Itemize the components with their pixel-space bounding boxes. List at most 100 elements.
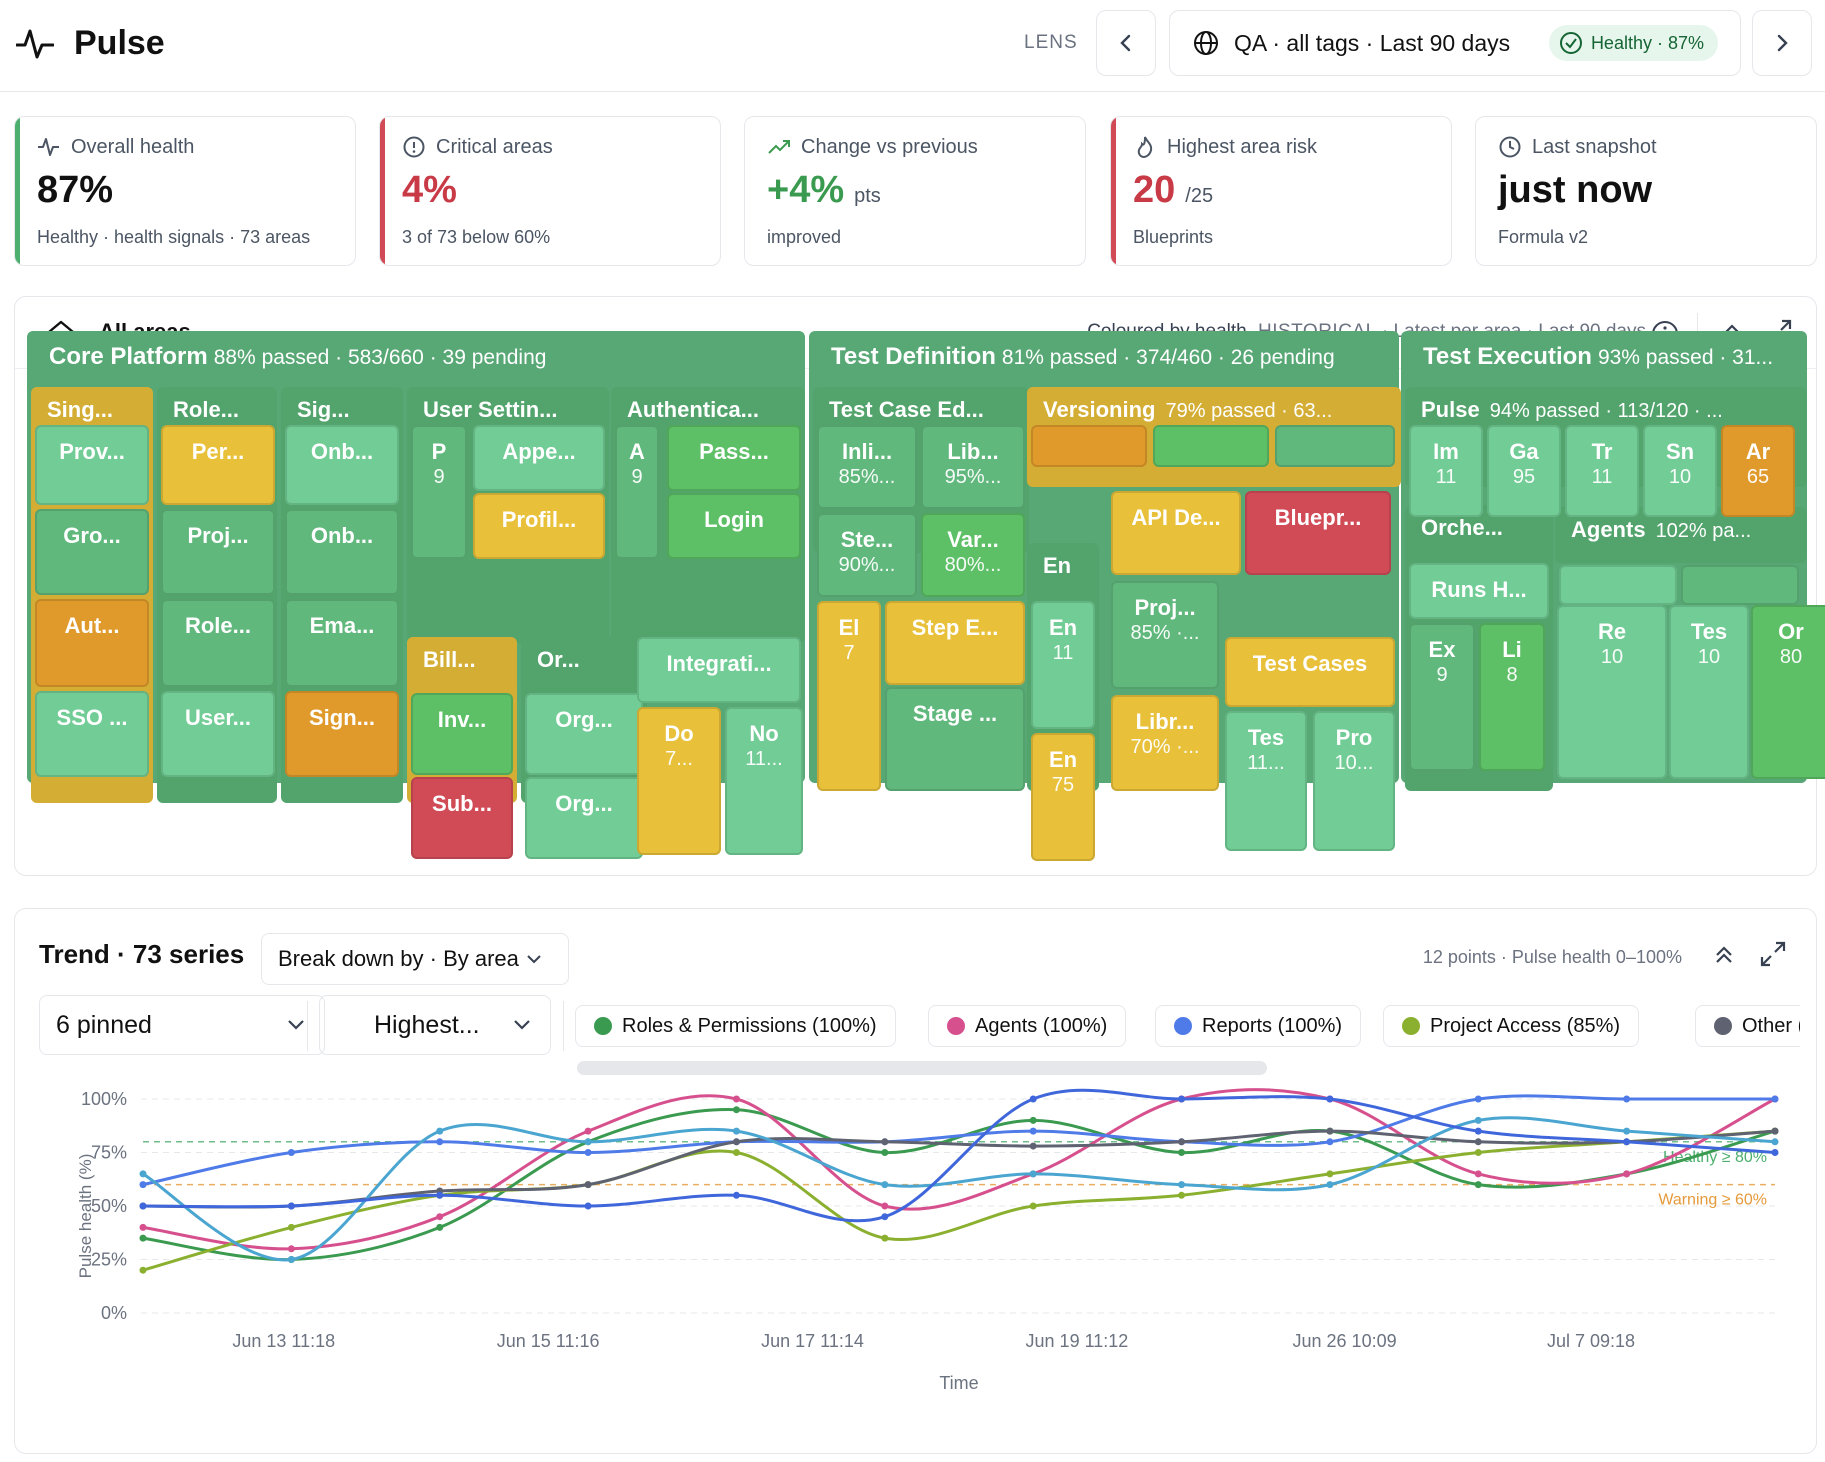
sort-select[interactable]: Highest...	[319, 995, 551, 1055]
cell-title: Per...	[191, 439, 245, 464]
series-chip[interactable]: Reports (100%)	[1155, 1005, 1362, 1047]
treemap-cell[interactable]: API De...	[1111, 491, 1241, 575]
treemap-cell[interactable]: Org...	[525, 693, 643, 775]
treemap-cell[interactable]: En 11	[1031, 601, 1095, 729]
treemap-cell[interactable]: Profil...	[473, 493, 605, 559]
treemap-cell[interactable]: Im 11	[1409, 425, 1483, 517]
treemap-cell[interactable]: Ex 9	[1409, 623, 1475, 771]
treemap-cell[interactable]: Pass...	[667, 425, 801, 491]
treemap-cell[interactable]: Test Cases	[1225, 637, 1395, 707]
treemap-cell[interactable]: Role...	[161, 599, 275, 687]
treemap-cell[interactable]: Re 10	[1557, 605, 1667, 779]
expand-icon[interactable]	[1758, 939, 1788, 969]
treemap-cell[interactable]: Per...	[161, 425, 275, 505]
treemap-cell[interactable]: Prov...	[35, 425, 149, 505]
breakdown-select[interactable]: Break down by · By area	[261, 933, 569, 985]
trend-chart: 0% 25% 50% 75% 100% Healthy ≥ 80% Warning ≥ 60…	[76, 1088, 1779, 1393]
cell-title: No	[749, 721, 779, 746]
pulse-icon	[16, 29, 54, 59]
pinned-select[interactable]: 6 pinned	[39, 995, 325, 1055]
treemap-cell[interactable]: Gro...	[35, 509, 149, 595]
treemap-cell[interactable]: Libr... 70% ·...	[1111, 695, 1219, 791]
data-point	[1029, 1170, 1037, 1178]
series-chip[interactable]: Agents (100%)	[928, 1005, 1127, 1047]
treemap-cell[interactable]: Org...	[525, 777, 643, 859]
treemap-cell[interactable]: Ste... 90%...	[817, 513, 917, 597]
prev-lens-button[interactable]	[1096, 10, 1156, 76]
y-tick-label: 25%	[91, 1250, 127, 1270]
cell-title: Bluepr...	[1274, 505, 1362, 530]
collapse-icon[interactable]	[1712, 943, 1736, 967]
treemap-cell[interactable]: Ar 65	[1721, 425, 1795, 517]
cell-title: Org...	[555, 791, 613, 816]
data-point	[1474, 1170, 1482, 1178]
treemap-cell[interactable]: Sn 10	[1643, 425, 1717, 517]
treemap-cell[interactable]: Sub...	[411, 777, 513, 859]
cell-title: Tes	[1690, 619, 1728, 644]
treemap-cell[interactable]: User...	[161, 691, 275, 777]
cell-title: User...	[184, 705, 252, 730]
treemap-cell[interactable]: El 7	[817, 601, 881, 791]
treemap-cell[interactable]: Ema...	[285, 599, 399, 687]
kpi-card[interactable]: Overall health 87% Healthy · health signal…	[14, 116, 356, 266]
treemap-cell[interactable]	[1559, 565, 1677, 605]
treemap-cell[interactable]: Proj... 85% ·...	[1111, 581, 1219, 689]
breakdown-label: Break down by · By area	[278, 946, 519, 971]
check-circle-icon	[1559, 32, 1582, 54]
treemap-cell[interactable]: Sign...	[285, 691, 399, 777]
treemap-cell[interactable]: Tes 10	[1669, 605, 1749, 779]
cell-subtitle: 65	[1746, 466, 1770, 489]
series-chip-label: Agents (100%)	[975, 1014, 1108, 1037]
treemap-cell[interactable]	[1681, 565, 1799, 605]
treemap-cell[interactable]: Runs H...	[1409, 563, 1549, 619]
treemap-cell[interactable]: Var... 80%...	[921, 513, 1025, 597]
treemap-cell[interactable]: Proj...	[161, 509, 275, 595]
treemap-cell[interactable]: Bluepr...	[1245, 491, 1391, 575]
treemap-cell[interactable]: Login	[667, 493, 801, 559]
treemap-cell[interactable]: Li 8	[1479, 623, 1545, 771]
treemap-cell[interactable]: Pro 10...	[1313, 711, 1395, 851]
treemap-cell[interactable]: Stage ...	[885, 687, 1025, 791]
subgroup-title: Or...	[537, 647, 580, 673]
treemap-cell[interactable]: Inli... 85%...	[817, 425, 917, 509]
treemap-cell[interactable]: Onb...	[285, 425, 399, 505]
data-point	[1474, 1116, 1482, 1124]
data-point	[1623, 1138, 1631, 1146]
treemap-cell[interactable]: Or 80	[1751, 605, 1825, 779]
treemap-cell[interactable]: Do 7...	[637, 707, 721, 855]
data-point	[1623, 1127, 1631, 1135]
treemap-cell[interactable]: Step E...	[885, 601, 1025, 685]
treemap-cell[interactable]: Aut...	[35, 599, 149, 687]
series-chip[interactable]: Roles & Permissions (100%)	[575, 1005, 896, 1047]
series-chip[interactable]: Other (weig	[1695, 1005, 1800, 1047]
treemap-cell[interactable]: No 11...	[725, 707, 803, 855]
kpi-card[interactable]: Highest area risk 20/25 Blueprints	[1110, 116, 1452, 266]
treemap-cell[interactable]: SSO ...	[35, 691, 149, 777]
series-chip[interactable]: Project Access (85%)	[1383, 1005, 1640, 1047]
treemap-cell[interactable]	[1153, 425, 1269, 467]
kpi-card[interactable]: Change vs previous +4% pts improved	[744, 116, 1086, 266]
kpi-value: +4% pts	[767, 169, 881, 212]
treemap-cell[interactable]	[1031, 425, 1147, 467]
series-color-dot	[1174, 1017, 1192, 1035]
treemap-cell[interactable]: Ga 95	[1487, 425, 1561, 517]
treemap-cell[interactable]: En 75	[1031, 733, 1095, 861]
treemap-cell[interactable]	[1275, 425, 1395, 467]
treemap-cell[interactable]: Appe...	[473, 425, 605, 491]
treemap-cell[interactable]: Lib... 95%...	[921, 425, 1025, 509]
kpi-card[interactable]: Last snapshot just now Formula v2	[1475, 116, 1817, 266]
cell-title: Step E...	[911, 615, 999, 640]
treemap-cell[interactable]: Onb...	[285, 509, 399, 595]
treemap-cell[interactable]: Inv...	[411, 693, 513, 775]
treemap-cell[interactable]: Tes 11...	[1225, 711, 1307, 851]
kpi-card[interactable]: Critical areas 4% 3 of 73 below 60%	[379, 116, 721, 266]
treemap-cell[interactable]: Integrati...	[637, 637, 801, 703]
next-lens-button[interactable]	[1752, 10, 1812, 76]
data-point	[1771, 1149, 1779, 1156]
scope-selector[interactable]: QA · all tags · Last 90 days Healthy · 8…	[1169, 10, 1741, 76]
treemap-cell[interactable]: Tr 11	[1565, 425, 1639, 517]
trend-title: Trend · 73 series	[39, 939, 245, 969]
chips-scrollbar[interactable]	[577, 1061, 1267, 1075]
